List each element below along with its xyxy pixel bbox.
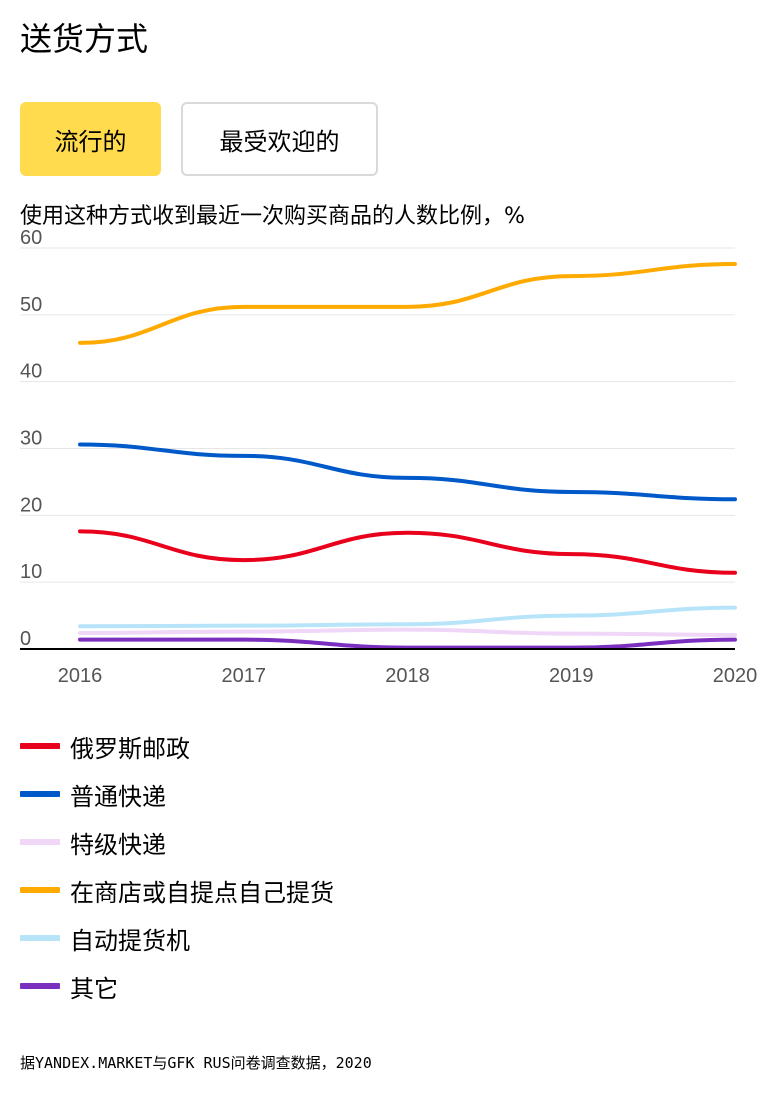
y-tick-label: 60 [20, 230, 42, 249]
legend-swatch [20, 743, 60, 749]
x-tick-label: 2018 [385, 665, 430, 687]
y-tick-label: 20 [20, 494, 42, 516]
legend-item: 俄罗斯邮政 [20, 722, 334, 770]
y-tick-label: 40 [20, 361, 42, 383]
legend-swatch [20, 839, 60, 845]
legend-swatch [20, 887, 60, 893]
legend-swatch [20, 791, 60, 797]
legend-item: 自动提货机 [20, 914, 334, 962]
legend-label: 特级快递 [70, 830, 166, 859]
x-tick-label: 2017 [222, 665, 267, 687]
tab-most-liked[interactable]: 最受欢迎的 [181, 102, 378, 176]
x-tick-label: 2019 [549, 665, 594, 687]
series-line [78, 627, 737, 637]
legend-label: 普通快递 [70, 782, 166, 811]
y-tick-label: 30 [20, 428, 42, 450]
y-tick-label: 50 [20, 294, 42, 316]
legend-item: 在商店或自提点自己提货 [20, 866, 334, 914]
legend-swatch [20, 983, 60, 989]
legend-item: 普通快递 [20, 770, 334, 818]
chart-legend: 俄罗斯邮政普通快递特级快递在商店或自提点自己提货 自动提货机其它 [20, 722, 334, 1010]
legend-label: 在商店或自提点自己提货 [70, 878, 334, 907]
x-tick-label: 2016 [58, 665, 103, 687]
legend-label: 自动提货机 [70, 926, 190, 955]
legend-item: 其它 [20, 962, 334, 1010]
source-note: 据YANDEX.MARKET与GFK RUS问卷调查数据，2020 [20, 1054, 372, 1072]
tab-popular[interactable]: 流行的 [20, 102, 161, 176]
series-line [78, 529, 737, 575]
series-line [78, 605, 737, 629]
x-tick-label: 2020 [713, 665, 758, 687]
tab-bar: 流行的 最受欢迎的 [20, 102, 378, 176]
series-line [78, 442, 737, 502]
legend-label: 俄罗斯邮政 [70, 734, 190, 763]
legend-item: 特级快递 [20, 818, 334, 866]
series-line [78, 262, 737, 345]
series-line [78, 637, 737, 650]
y-tick-label: 0 [20, 628, 31, 650]
line-chart: 0 10 20 30 40 50 60 2016 2017 2018 2019 2020 [20, 230, 758, 687]
chart-subtitle: 使用这种方式收到最近一次购买商品的人数比例，% [20, 204, 525, 229]
page-title: 送货方式 [20, 20, 149, 58]
legend-label: 其它 [70, 974, 118, 1003]
y-tick-label: 10 [20, 561, 42, 583]
legend-swatch [20, 935, 60, 941]
